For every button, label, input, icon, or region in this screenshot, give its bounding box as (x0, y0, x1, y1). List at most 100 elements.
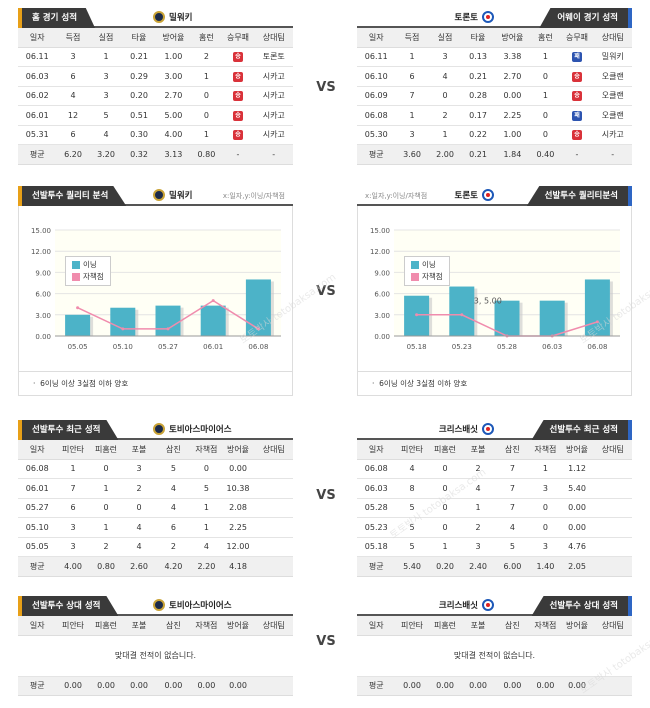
average-row: 평균 0.00 0.00 0.00 0.00 0.00 0.00 (357, 676, 632, 696)
table-cell: 0.51 (122, 105, 156, 126)
average-cell: 평균 (357, 676, 396, 696)
table-cell: 1 (89, 517, 123, 538)
table-cell: 7 (494, 459, 531, 479)
average-row: 평균 3.60 2.00 0.21 1.84 0.40- - (357, 144, 632, 165)
away-team-name: 토론토 (454, 13, 478, 23)
home-pitcher-name: 토비아스마이어스 (169, 425, 232, 435)
legend-innings: 이닝 (422, 260, 436, 269)
table-cell: 1 (530, 47, 561, 67)
result-badge-icon: 승 (233, 71, 243, 82)
table-cell: 1 (395, 105, 429, 126)
x-tick-label: 06.08 (587, 343, 607, 351)
average-cell: 0.00 (395, 676, 429, 696)
empty-row: 맞대결 전적이 없습니다. (18, 635, 293, 677)
table-cell: 6 (56, 125, 90, 145)
table-cell: 6 (155, 517, 192, 538)
average-cell: 0.00 (560, 676, 594, 696)
table-cell: 5.00 (155, 105, 192, 126)
table-cell: 06.03 (18, 66, 57, 87)
away-pitcher-recent-header: 선발투수 최근 성적 크리스배싯 (357, 420, 632, 440)
column-header: 일자 (18, 28, 57, 48)
average-cell: 6.00 (494, 556, 531, 577)
table-cell: 6 (395, 66, 429, 87)
table-cell: 4 (395, 459, 429, 479)
column-header: 포볼 (461, 440, 495, 460)
table-cell: 3 (530, 478, 561, 499)
column-header: 피안타 (56, 616, 90, 636)
table-cell: 0.00 (221, 459, 255, 479)
average-cell: 0.80 (89, 556, 123, 577)
vs-label-1: VS (316, 80, 336, 95)
home-pitcher-vs-name: 토비아스마이어스 (169, 601, 232, 611)
table-cell: 05.27 (18, 498, 57, 518)
table-cell: 10.38 (221, 478, 255, 499)
result-badge-icon: 승 (233, 110, 243, 121)
table-cell (254, 498, 293, 518)
result-badge-icon: 승 (572, 130, 582, 141)
table-cell: 5 (191, 478, 222, 499)
x-tick-label: 06.01 (203, 343, 223, 351)
column-header: 상대팀 (593, 440, 632, 460)
x-tick-label: 06.03 (542, 343, 562, 351)
column-header: 일자 (357, 440, 396, 460)
home-quality-team-name: 밀워키 (169, 191, 193, 201)
result-badge-icon: 승 (572, 71, 582, 82)
table-cell: 3 (122, 459, 156, 479)
table-cell: 5 (395, 537, 429, 557)
table-row: 05.28 5 0 1 7 0 0.00 (357, 498, 632, 518)
home-pitcher-recent-table: 일자 피안타 피홈런 포볼 삼진 자책점 방어율 상대팀 06.08 1 0 3 5 0 0.00 06.01… (18, 440, 293, 577)
table-cell: 05.23 (357, 517, 396, 538)
table-cell: 06.09 (357, 86, 396, 106)
x-tick-label: 06.08 (248, 343, 268, 351)
average-cell: 0.00 (89, 676, 123, 696)
y-tick-label: 9.00 (35, 269, 51, 277)
home-quality-team: 밀워키 (153, 189, 192, 201)
table-cell: 5 (89, 105, 123, 126)
er-swatch-icon (411, 273, 419, 281)
table-cell: 0 (89, 459, 123, 479)
table-row: 06.03 6 3 0.29 3.00 1 승 시카고 (18, 66, 293, 87)
table-row: 05.31 6 4 0.30 4.00 1 승 시카고 (18, 125, 293, 145)
column-header: 피홈런 (89, 440, 123, 460)
table-cell: 1 (89, 47, 123, 67)
average-cell: - (560, 144, 594, 165)
table-cell: 시카고 (254, 125, 293, 145)
home-chart-legend: 이닝 자책점 (65, 256, 111, 286)
x-tick-label: 05.28 (497, 343, 517, 351)
table-cell: 0 (191, 105, 222, 126)
table-cell: 6 (56, 498, 90, 518)
innings-swatch-icon (72, 261, 80, 269)
average-row: 평균 4.00 0.80 2.60 4.20 2.20 4.18 (18, 556, 293, 577)
average-cell: 평균 (18, 144, 57, 165)
legend-er: 자책점 (83, 272, 104, 281)
average-cell: 0.40 (530, 144, 561, 165)
y-tick-label: 0.00 (374, 333, 390, 341)
innings-bar (110, 307, 136, 336)
table-cell: 06.08 (357, 459, 396, 479)
result-badge-icon: 승 (233, 52, 243, 63)
table-cell: 2.25 (221, 517, 255, 538)
empty-message: 맞대결 전적이 없습니다. (18, 635, 293, 677)
home-quality-note: · 6이닝 이상 3실점 이하 양호 (19, 371, 292, 395)
x-tick-label: 05.18 (407, 343, 427, 351)
column-header: 득점 (56, 28, 90, 48)
table-cell: 4 (122, 517, 156, 538)
column-header: 타율 (122, 28, 156, 48)
average-cell: 4.18 (221, 556, 255, 577)
table-cell: 3 (461, 537, 495, 557)
table-cell: 1 (56, 459, 90, 479)
result-badge-icon: 패 (572, 52, 582, 63)
column-header: 삼진 (155, 616, 192, 636)
column-header: 방어율 (221, 616, 255, 636)
table-row: 06.03 8 0 4 7 3 5.40 (357, 478, 632, 499)
average-cell: 0.00 (56, 676, 90, 696)
table-cell: 3 (56, 47, 90, 67)
average-cell: 0.80 (191, 144, 222, 165)
table-cell: 06.01 (18, 478, 57, 499)
column-header: 일자 (357, 616, 396, 636)
table-cell: 토론토 (254, 47, 293, 67)
table-cell: 05.05 (18, 537, 57, 557)
table-header-row: 일자 득점 실점 타율 방어율 홈런 승무패 상대팀 (18, 28, 293, 48)
column-header: 실점 (428, 28, 462, 48)
x-tick-label: 05.05 (68, 343, 88, 351)
